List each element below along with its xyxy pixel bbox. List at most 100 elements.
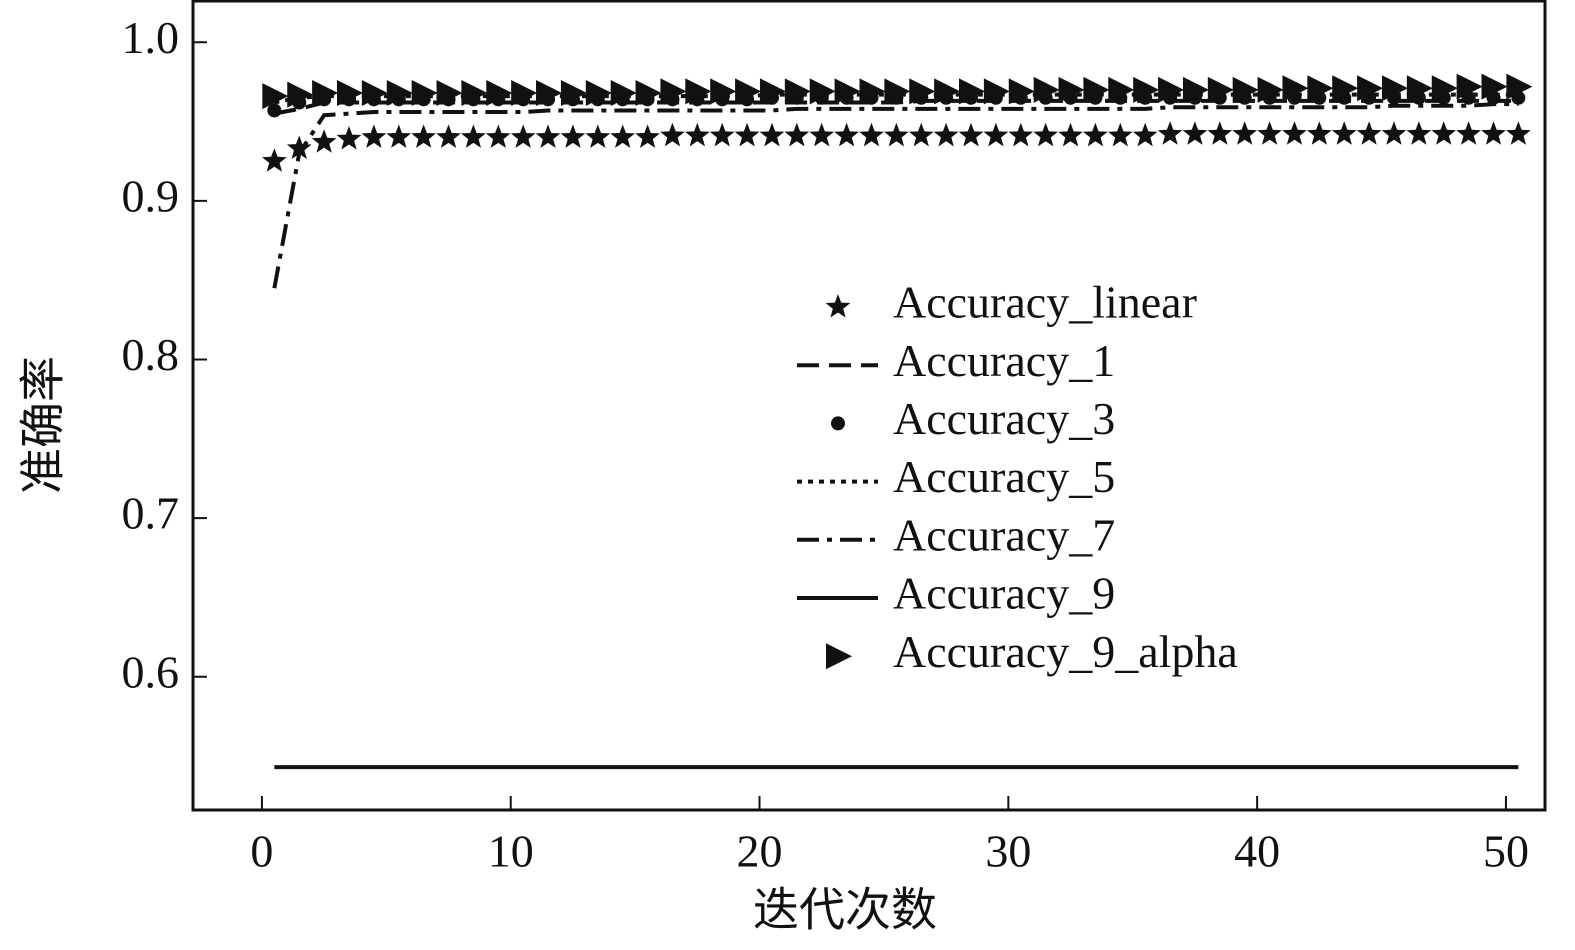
star-marker xyxy=(461,124,486,148)
plot-frame xyxy=(191,0,1547,812)
star-marker xyxy=(983,122,1009,147)
triangle-marker xyxy=(1083,76,1110,103)
triangle-marker xyxy=(834,78,861,105)
star-marker xyxy=(1257,121,1282,145)
star-marker xyxy=(585,124,611,148)
y-axis-label: 准确率 xyxy=(18,356,69,494)
triangle-marker xyxy=(1033,76,1060,103)
star-marker xyxy=(411,124,436,148)
star-marker xyxy=(286,135,312,159)
legend-label: Accuracy_5 xyxy=(893,451,1115,502)
x-tick-label: 30 xyxy=(985,826,1031,877)
y-tick-label: 0.9 xyxy=(122,170,180,221)
star-marker xyxy=(386,124,412,148)
star-marker xyxy=(709,122,735,147)
triangle-marker xyxy=(386,80,413,107)
triangle-marker xyxy=(585,80,612,107)
star-marker xyxy=(660,122,685,147)
star-marker xyxy=(884,122,909,147)
legend-label: Accuracy_linear xyxy=(893,277,1197,328)
triangle-marker xyxy=(1158,76,1185,103)
triangle-marker xyxy=(337,80,363,107)
triangle-marker xyxy=(826,643,852,670)
legend-label: Accuracy_7 xyxy=(893,509,1115,560)
legend-label: Accuracy_9 xyxy=(893,568,1115,619)
triangle-marker xyxy=(1381,75,1408,102)
star-marker xyxy=(1282,121,1307,145)
star-marker xyxy=(859,122,884,147)
star-marker xyxy=(834,122,859,147)
star-marker xyxy=(1431,121,1457,145)
x-axis-label: 迭代次数 xyxy=(753,885,937,936)
triangle-marker xyxy=(287,81,314,108)
star-marker xyxy=(1456,121,1481,145)
triangle-marker xyxy=(809,78,836,105)
triangle-marker xyxy=(710,78,737,105)
y-tick-label: 0.8 xyxy=(122,329,180,380)
triangle-marker xyxy=(1406,75,1433,102)
triangle-marker xyxy=(983,78,1010,105)
triangle-marker xyxy=(1332,75,1359,102)
star-marker xyxy=(510,124,536,148)
star-marker xyxy=(1481,121,1506,145)
triangle-marker xyxy=(1481,73,1508,100)
star-marker xyxy=(1406,121,1432,145)
triangle-marker xyxy=(1133,76,1160,103)
star-marker xyxy=(1008,122,1034,147)
star-marker xyxy=(958,122,984,147)
triangle-marker xyxy=(1307,75,1334,102)
y-tick-label: 0.6 xyxy=(122,646,180,697)
legend-label: Accuracy_9_alpha xyxy=(893,626,1238,677)
triangle-marker xyxy=(735,78,762,105)
dot-marker xyxy=(831,416,845,431)
star-marker xyxy=(759,122,785,147)
triangle-marker xyxy=(486,80,513,107)
triangle-marker xyxy=(660,78,687,105)
triangle-marker xyxy=(1357,75,1384,102)
star-marker xyxy=(1232,121,1258,145)
star-marker xyxy=(933,122,959,147)
triangle-marker xyxy=(461,80,488,107)
star-marker xyxy=(485,124,511,148)
triangle-marker xyxy=(262,83,289,110)
star-marker xyxy=(1033,122,1058,147)
star-marker xyxy=(262,148,287,172)
legend-label: Accuracy_1 xyxy=(893,335,1115,386)
triangle-marker xyxy=(361,80,388,107)
triangle-marker xyxy=(436,80,463,107)
star-marker xyxy=(1132,122,1158,147)
y-tick-label: 0.7 xyxy=(122,488,180,539)
triangle-marker xyxy=(1232,76,1259,103)
star-marker xyxy=(361,124,387,148)
series-line xyxy=(272,102,1519,289)
triangle-marker xyxy=(685,78,712,105)
star-marker xyxy=(610,124,635,148)
triangle-marker xyxy=(1058,76,1085,103)
triangle-marker xyxy=(884,78,911,105)
triangle-marker xyxy=(784,78,811,105)
star-marker xyxy=(436,124,461,148)
triangle-marker xyxy=(312,80,339,107)
triangle-marker xyxy=(560,80,587,107)
star-marker xyxy=(1182,121,1208,145)
triangle-marker xyxy=(1456,73,1483,100)
star-marker xyxy=(1083,122,1108,147)
star-marker xyxy=(1381,121,1407,145)
triangle-marker xyxy=(511,80,538,107)
triangle-marker xyxy=(610,80,637,107)
star-marker xyxy=(784,122,810,147)
triangle-marker xyxy=(1207,76,1234,103)
star-marker xyxy=(1157,121,1183,145)
x-tick-label: 10 xyxy=(488,826,534,877)
x-tick-label: 0 xyxy=(250,826,273,877)
triangle-marker xyxy=(536,80,563,107)
dot-marker xyxy=(267,103,282,118)
triangle-marker xyxy=(1182,76,1209,103)
star-marker xyxy=(1107,122,1133,147)
star-marker xyxy=(1506,121,1531,145)
triangle-marker xyxy=(1282,75,1309,102)
triangle-marker xyxy=(1431,75,1458,102)
star-marker xyxy=(336,126,362,150)
triangle-marker xyxy=(909,78,936,105)
x-tick-label: 20 xyxy=(737,826,783,877)
